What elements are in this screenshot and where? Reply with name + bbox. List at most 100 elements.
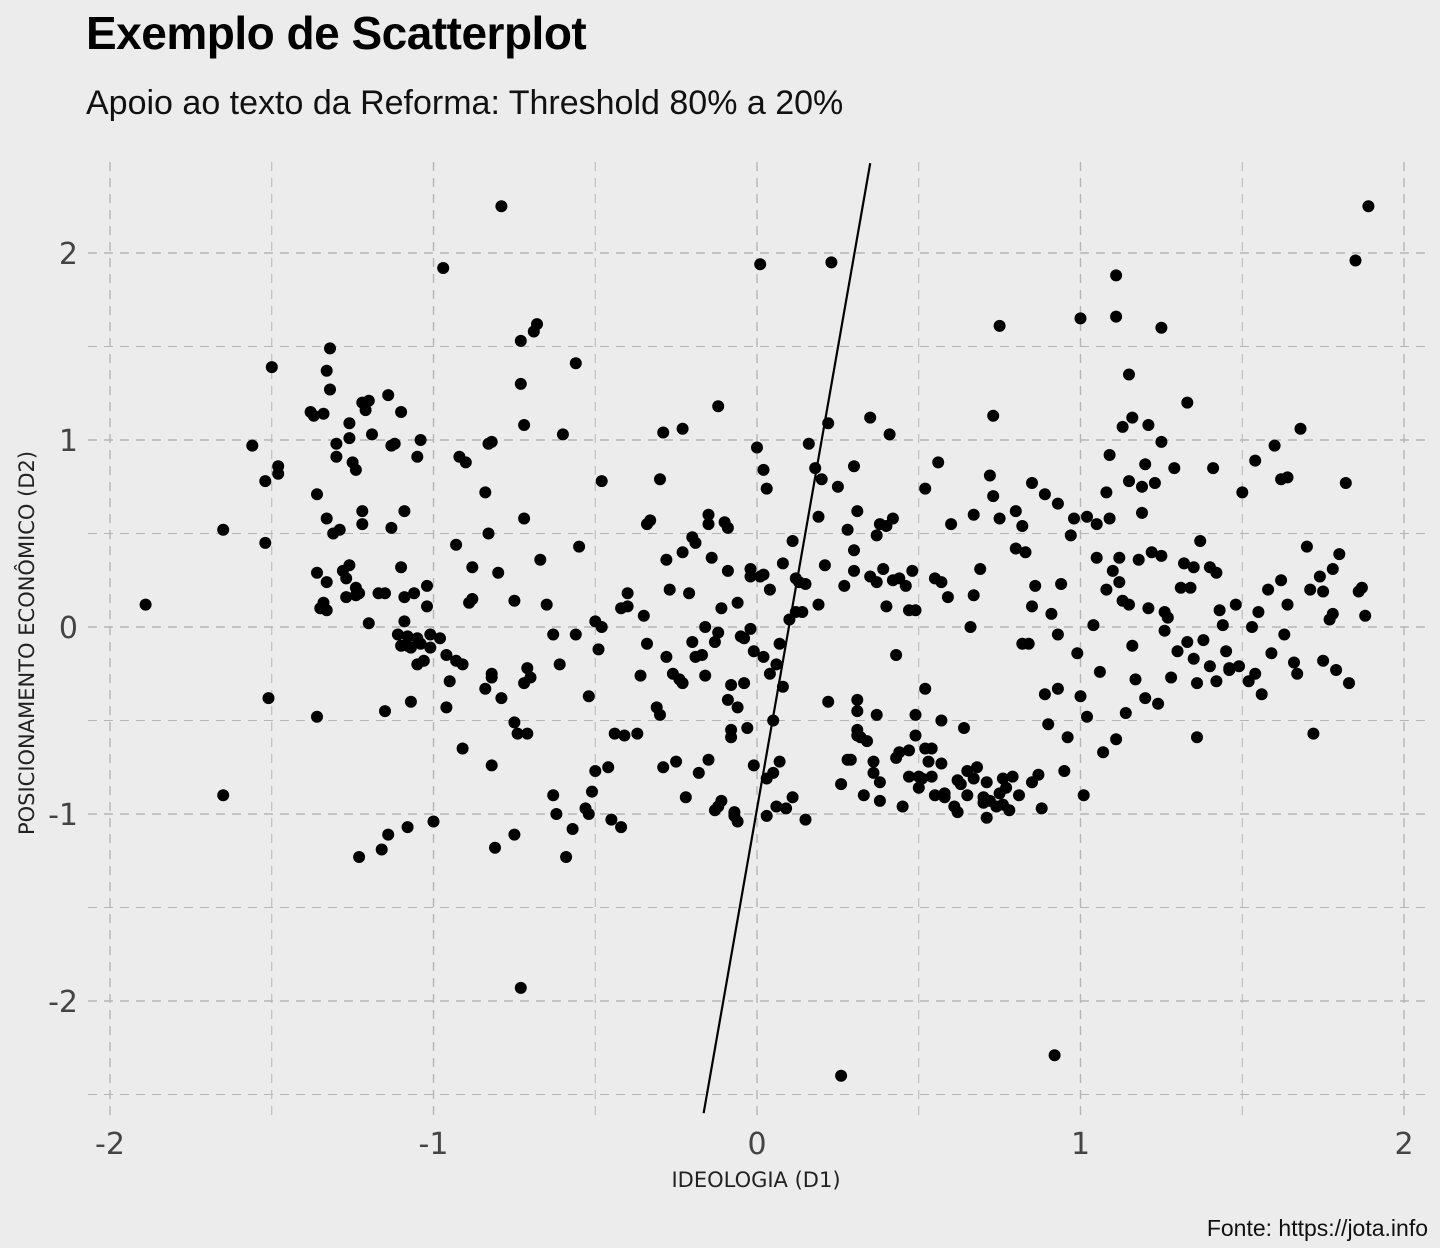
data-point: [689, 536, 702, 549]
data-point: [518, 419, 531, 431]
data-point: [366, 428, 378, 441]
data-point: [262, 692, 275, 705]
data-point: [938, 791, 951, 804]
data-point: [877, 563, 890, 575]
data-point: [518, 512, 531, 525]
data-point: [903, 744, 915, 757]
data-point: [456, 658, 469, 671]
data-point: [961, 789, 974, 802]
data-point: [395, 406, 408, 418]
data-point: [424, 628, 437, 641]
x-axis-title: IDEOLOGIA (D1): [671, 1168, 840, 1192]
data-point: [566, 823, 579, 835]
data-point: [440, 701, 453, 714]
data-point: [311, 488, 323, 501]
data-point: [967, 508, 980, 521]
data-point: [1333, 548, 1346, 561]
x-tick-label: -1: [419, 1127, 449, 1162]
data-point: [932, 456, 945, 469]
data-point: [822, 695, 835, 708]
data-point: [802, 437, 815, 450]
data-point: [1061, 731, 1074, 744]
data-point: [459, 456, 472, 469]
data-point: [340, 591, 353, 604]
data-point: [760, 809, 773, 822]
data-point: [514, 377, 527, 390]
data-point: [1362, 200, 1375, 213]
data-point: [259, 536, 272, 549]
data-point: [1136, 480, 1148, 493]
y-tick-label: -1: [48, 798, 78, 833]
data-point: [1207, 462, 1220, 475]
data-point: [835, 778, 848, 791]
data-point: [870, 529, 883, 542]
data-point: [1081, 510, 1093, 523]
data-point: [1178, 557, 1190, 570]
data-point: [928, 789, 941, 802]
data-point: [909, 604, 922, 617]
chart-caption: Fonte: https://jota.info: [1206, 1215, 1428, 1241]
data-point: [744, 570, 757, 583]
y-tick-label: -2: [48, 985, 78, 1020]
data-point: [967, 772, 980, 785]
data-point: [320, 576, 333, 589]
data-point: [1313, 570, 1326, 583]
data-point: [657, 426, 670, 439]
data-point: [382, 828, 395, 841]
data-point: [1038, 488, 1051, 501]
data-point: [343, 417, 356, 430]
data-point: [1326, 607, 1339, 620]
data-point: [857, 789, 870, 802]
data-point: [408, 587, 421, 600]
data-point: [725, 731, 738, 744]
data-point: [353, 587, 366, 600]
data-point: [873, 794, 886, 807]
data-point: [1045, 607, 1058, 620]
data-point: [925, 770, 938, 783]
data-point: [492, 566, 505, 579]
data-point: [951, 806, 964, 819]
data-point: [1032, 768, 1045, 781]
data-point: [582, 690, 595, 703]
data-point: [1229, 598, 1242, 611]
data-point: [1097, 746, 1110, 759]
data-point: [925, 742, 938, 755]
data-point: [1103, 449, 1116, 461]
data-point: [1155, 549, 1168, 562]
data-point: [434, 632, 446, 645]
data-point: [401, 630, 414, 643]
data-point: [466, 561, 479, 574]
data-point: [615, 821, 628, 834]
data-point: [1268, 439, 1281, 452]
data-point: [1139, 692, 1152, 705]
data-point: [595, 621, 608, 633]
data-point: [1288, 656, 1300, 669]
data-point: [763, 583, 776, 596]
data-point: [437, 262, 450, 274]
data-point: [967, 589, 980, 602]
data-point: [848, 460, 860, 473]
data-point: [1275, 574, 1288, 587]
data-point: [414, 637, 427, 650]
data-point: [1100, 486, 1113, 499]
data-point: [660, 553, 673, 566]
data-point: [1307, 727, 1320, 740]
data-point: [362, 617, 375, 630]
data-point: [479, 682, 492, 695]
data-point: [812, 598, 825, 611]
data-point: [1349, 254, 1362, 267]
data-point: [747, 759, 760, 772]
data-point: [311, 566, 323, 579]
data-point: [919, 682, 932, 695]
data-point: [534, 553, 547, 566]
data-point: [1330, 664, 1343, 676]
data-point: [663, 583, 676, 596]
data-point: [456, 742, 469, 755]
data-point: [712, 400, 725, 413]
data-point: [1029, 579, 1042, 592]
data-point: [841, 523, 854, 536]
data-point: [702, 508, 715, 521]
data-point: [414, 434, 427, 446]
data-point: [569, 628, 582, 641]
